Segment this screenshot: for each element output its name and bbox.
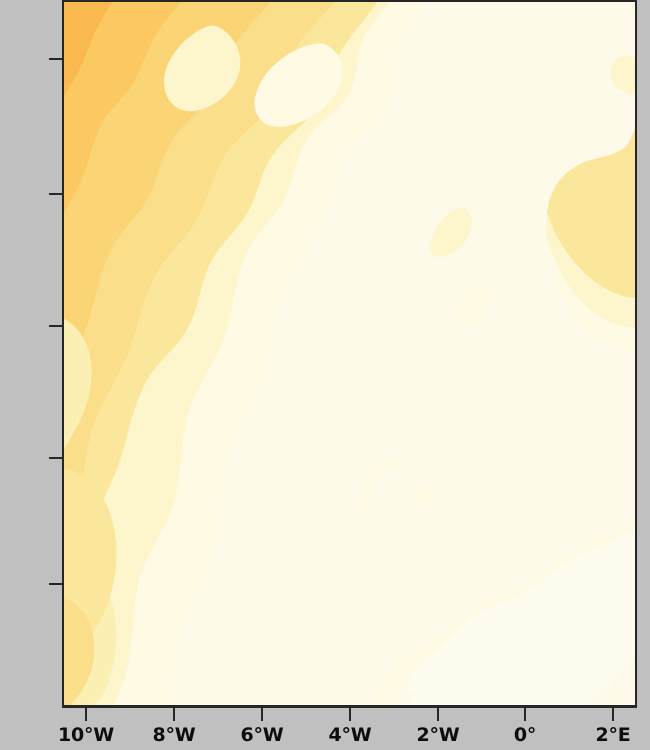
xtick-label-8w: 8°W [152,724,196,746]
xtick-label-4w: 4°W [328,724,372,746]
xtick-mark-10w [85,708,87,721]
xtick-mark-4w [349,708,351,721]
xtick-mark-6w [261,708,263,721]
ytick-mark-54n [49,325,62,327]
filled-contour-field [64,0,635,705]
ytick-mark-50n [49,583,62,585]
xtick-label-2e: 2°E [595,724,631,746]
xtick-label-6w: 6°W [240,724,284,746]
ytick-mark-56n [49,193,62,195]
ytick-mark-52n [49,457,62,459]
axis-spine-bottom [62,706,637,708]
xtick-label-0: 0° [513,724,537,746]
map-plot-area[interactable] [62,0,637,707]
xtick-mark-2w [437,708,439,721]
xtick-mark-0 [524,708,526,721]
axis-spine-left [62,0,64,708]
xtick-label-10w: 10°W [57,724,115,746]
xtick-mark-8w [173,708,175,721]
axis-spine-right [635,0,637,708]
axis-spine-top [62,0,637,2]
xtick-mark-2e [612,708,614,721]
xtick-label-2w: 2°W [416,724,460,746]
ytick-mark-58n [49,58,62,60]
